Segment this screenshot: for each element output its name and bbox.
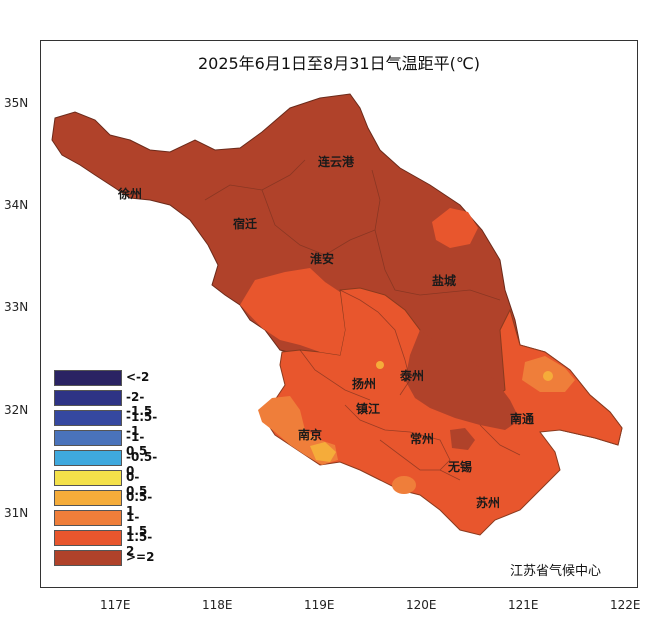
lat-tick-33n: 33N bbox=[4, 300, 29, 314]
city-nanjing: 南京 bbox=[298, 428, 323, 442]
legend-swatch bbox=[54, 450, 122, 466]
city-yancheng: 盐城 bbox=[432, 274, 457, 288]
legend-label: >=2 bbox=[126, 550, 155, 564]
legend-swatch bbox=[54, 430, 122, 446]
legend-label: 0-0.5 bbox=[126, 470, 148, 498]
legend-label: 0.5-1 bbox=[126, 490, 153, 518]
city-lianyungang: 连云港 bbox=[318, 155, 355, 169]
region-suzhou-spot bbox=[392, 476, 416, 494]
region-central-dark bbox=[405, 330, 520, 430]
legend-swatch bbox=[54, 390, 122, 406]
city-taizhou: 泰州 bbox=[400, 369, 425, 383]
city-wuxi: 无锡 bbox=[448, 460, 473, 474]
lon-tick-119e: 119E bbox=[304, 598, 335, 612]
lat-tick-31n: 31N bbox=[4, 506, 29, 520]
map-title: 2025年6月1日至8月31日气温距平(℃) bbox=[197, 54, 481, 73]
region-yancheng-spot bbox=[432, 208, 478, 248]
legend-swatch bbox=[54, 550, 122, 566]
legend-swatch bbox=[54, 510, 122, 526]
region-nanjing-spot bbox=[310, 442, 336, 462]
legend-label: <-2 bbox=[126, 370, 150, 384]
region-west-band bbox=[240, 268, 345, 355]
lon-tick-118e: 118E bbox=[202, 598, 233, 612]
lat-tick-34n: 34N bbox=[4, 198, 29, 212]
legend-label: 1-1.5 bbox=[126, 510, 148, 538]
legend-swatch bbox=[54, 410, 122, 426]
city-suqian: 宿迁 bbox=[233, 217, 258, 231]
legend-swatch bbox=[54, 530, 122, 546]
legend-swatch bbox=[54, 490, 122, 506]
lon-tick-117e: 117E bbox=[100, 598, 131, 612]
region-nantong-spot bbox=[543, 371, 553, 381]
city-huaian: 淮安 bbox=[310, 252, 335, 266]
lon-tick-121e: 121E bbox=[508, 598, 539, 612]
region-wuxi-dark bbox=[450, 428, 475, 450]
lat-tick-32n: 32N bbox=[4, 403, 29, 417]
city-boundaries bbox=[204, 159, 521, 481]
city-nantong: 南通 bbox=[510, 412, 535, 426]
legend-label: -1-0.5 bbox=[126, 430, 148, 458]
region-yangzhou-spot bbox=[376, 361, 384, 369]
legend-swatch bbox=[54, 370, 122, 386]
legend-swatch bbox=[54, 470, 122, 486]
city-zhenjiang: 镇江 bbox=[356, 402, 381, 416]
lon-tick-122e: 122E bbox=[610, 598, 641, 612]
legend-label: -1.5--1 bbox=[126, 410, 158, 438]
lat-tick-35n: 35N bbox=[4, 96, 29, 110]
legend-label: 1.5-2 bbox=[126, 530, 153, 558]
source-label: 江苏省气候中心 bbox=[510, 564, 602, 579]
legend-label: -2--1.5 bbox=[126, 390, 153, 418]
city-changzhou: 常州 bbox=[410, 432, 435, 446]
city-xuzhou: 徐州 bbox=[118, 187, 143, 201]
city-suzhou: 苏州 bbox=[476, 496, 501, 510]
lon-tick-120e: 120E bbox=[406, 598, 437, 612]
legend-label: -0.5-0 bbox=[126, 450, 158, 478]
city-yangzhou: 扬州 bbox=[352, 377, 377, 391]
